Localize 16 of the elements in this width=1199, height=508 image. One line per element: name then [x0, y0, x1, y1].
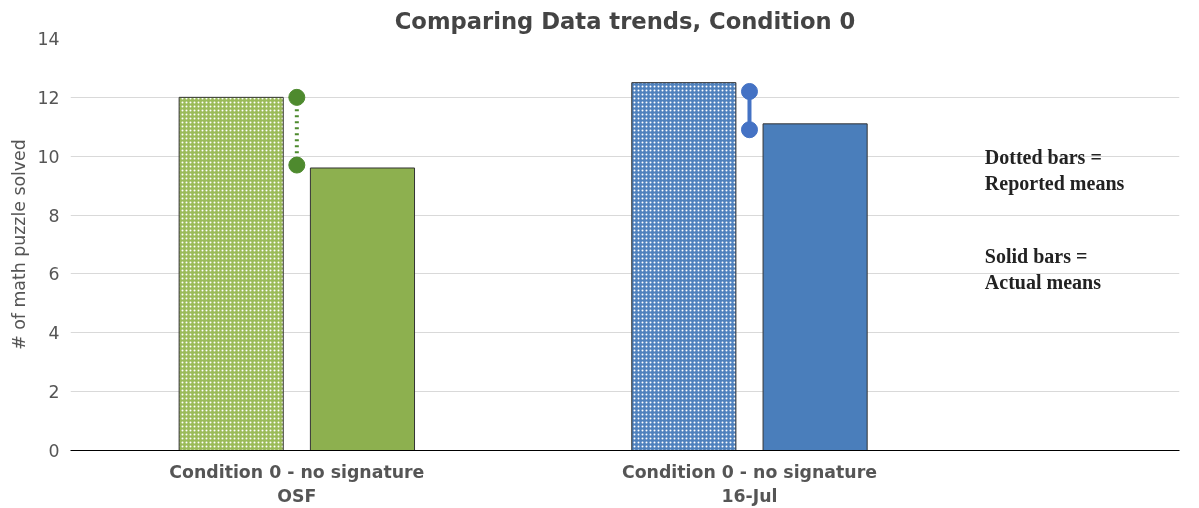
- x-tick-label: Condition 0 - no signature 16-Jul: [621, 461, 877, 506]
- y-tick-label: 12: [37, 87, 60, 108]
- y-tick-label: 0: [48, 441, 60, 461]
- y-tick-label: 10: [37, 146, 60, 167]
- y-tick-label: 14: [37, 29, 60, 49]
- y-tick-label: 8: [48, 205, 60, 226]
- y-tick-label: 4: [48, 323, 60, 344]
- annotation: Solid bars = Actual means: [984, 244, 1102, 293]
- y-tick-label: 2: [48, 382, 60, 403]
- annotation: Dotted bars = Reported means: [984, 145, 1125, 196]
- chart-title: Comparing Data trends, Condition 0: [394, 7, 856, 34]
- y-axis-title: # of math puzzle solved: [9, 139, 30, 350]
- bar: [309, 167, 416, 451]
- y-tick-label: 6: [48, 264, 60, 285]
- x-tick-label: Condition 0 - no signature OSF: [169, 461, 425, 506]
- bar: [762, 123, 868, 451]
